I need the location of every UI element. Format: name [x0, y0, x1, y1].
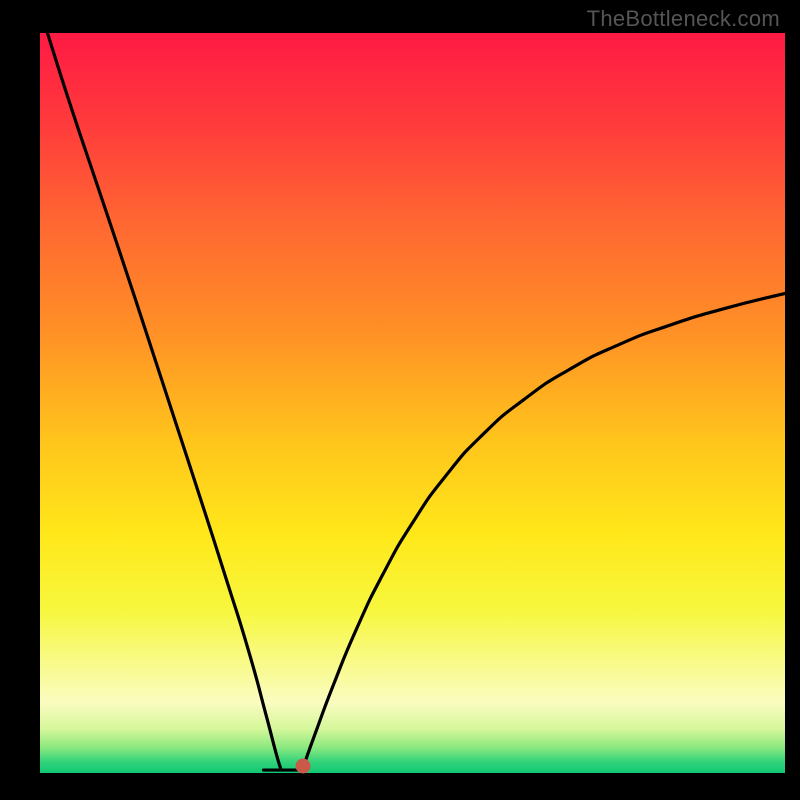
bottleneck-chart: TheBottleneck.com — [0, 0, 800, 800]
optimum-marker — [295, 758, 310, 773]
chart-svg — [0, 0, 800, 800]
curve-left-branch — [47, 33, 280, 769]
curve-right-branch — [304, 293, 785, 765]
watermark-text: TheBottleneck.com — [587, 6, 780, 32]
